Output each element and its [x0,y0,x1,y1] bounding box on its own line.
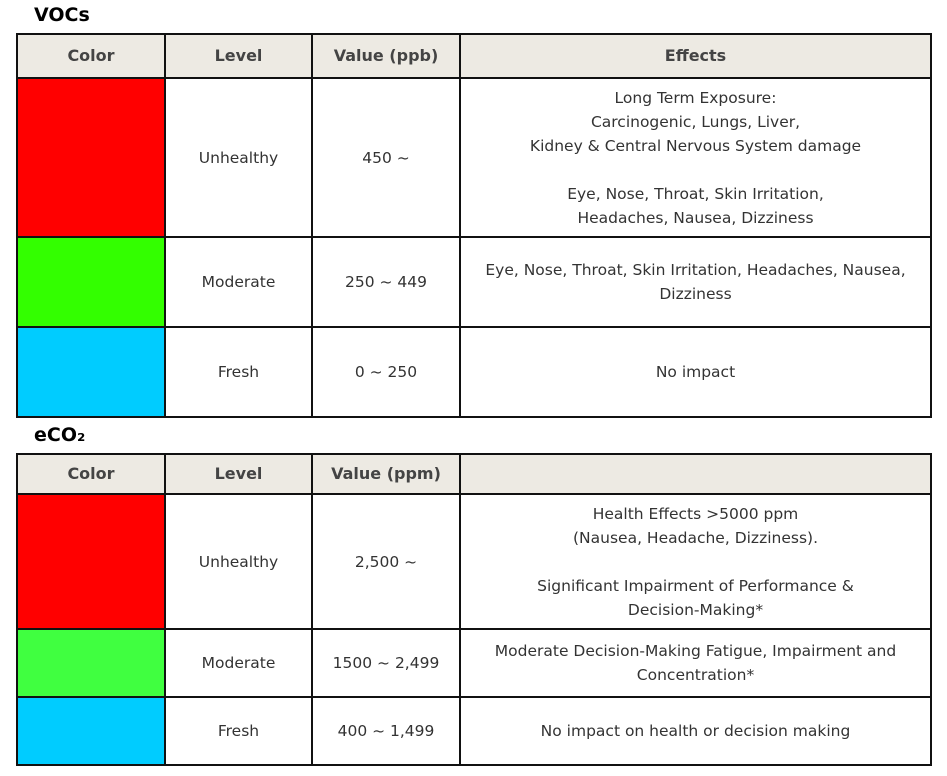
effects-line: Concentration* [636,666,755,684]
table-row: Fresh 0 ~ 250 No impact [16,326,932,418]
header-row: Color Level Value (ppm) [16,453,932,495]
effects-cell: Long Term Exposure: Carcinogenic, Lungs, … [459,77,932,238]
value-cell: 400 ~ 1,499 [311,696,461,766]
value-cell: 2,500 ~ [311,493,461,630]
effects-cell: Eye, Nose, Throat, Skin Irritation, Head… [459,236,932,328]
effects-line: Moderate Decision-Making Fatigue, Impair… [494,642,897,660]
effects-cell: No impact on health or decision making [459,696,932,766]
effects-cell: Health Effects >5000 ppm (Nausea, Headach… [459,493,932,630]
level-cell: Fresh [164,326,313,418]
header-value: Value (ppb) [311,33,461,79]
effects-line: Decision-Making* [627,600,764,619]
value-cell: 1500 ~ 2,499 [311,628,461,698]
color-swatch [16,326,166,418]
level-cell: Fresh [164,696,313,766]
header-level: Level [164,453,313,495]
header-effects [459,453,932,495]
header-level: Level [164,33,313,79]
effects-line: No impact [655,363,736,381]
effects-line: Kidney & Central Nervous System damage [529,136,862,155]
value-cell: 250 ~ 449 [311,236,461,328]
effects-line: Significant Impairment of Performance & [537,576,854,595]
effects-line [467,158,924,182]
header-color: Color [16,33,166,79]
table-row: Unhealthy 2,500 ~ Health Effects >5000 ppm… [16,493,932,630]
header-row: Color Level Value (ppb) Effects [16,33,932,79]
vocs-table: Color Level Value (ppb) Effects Unhealth… [16,33,932,418]
level-cell: Unhealthy [164,493,313,630]
effects-line: Eye, Nose, Throat, Skin Irritation, Head… [485,261,906,279]
effects-line: Headaches, Nausea, Dizziness [577,208,814,227]
header-effects: Effects [459,33,932,79]
table-row: Unhealthy 450 ~ Long Term Exposure: Carcino… [16,77,932,238]
effects-cell: Moderate Decision-Making Fatigue, Impair… [459,628,932,698]
effects-line: Long Term Exposure: [614,88,777,107]
table-row: Moderate 250 ~ 449 Eye, Nose, Throat, Skin… [16,236,932,328]
table-row: Fresh 400 ~ 1,499 No impact on health or d… [16,696,932,766]
effects-line: (Nausea, Headache, Dizziness). [573,528,818,547]
effects-line: Carcinogenic, Lungs, Liver, [590,112,801,131]
value-cell: 0 ~ 250 [311,326,461,418]
vocs-title: VOCs [34,4,90,26]
value-cell: 450 ~ [311,77,461,238]
eco2-table: Color Level Value (ppm) Unhealthy 2,500 ~… [16,453,932,766]
header-color: Color [16,453,166,495]
color-swatch [16,696,166,766]
effects-line: Health Effects >5000 ppm [592,504,799,523]
level-cell: Unhealthy [164,77,313,238]
effects-line [467,550,924,574]
color-swatch [16,236,166,328]
level-cell: Moderate [164,236,313,328]
header-value: Value (ppm) [311,453,461,495]
color-swatch [16,77,166,238]
effects-line: No impact on health or decision making [540,722,851,740]
effects-cell: No impact [459,326,932,418]
color-swatch [16,493,166,630]
color-swatch [16,628,166,698]
effects-line: Dizziness [659,285,732,303]
eco2-title: eCO₂ [34,424,86,446]
table-row: Moderate 1500 ~ 2,499 Moderate Decision-Ma… [16,628,932,698]
level-cell: Moderate [164,628,313,698]
effects-line: Eye, Nose, Throat, Skin Irritation, [567,184,824,203]
